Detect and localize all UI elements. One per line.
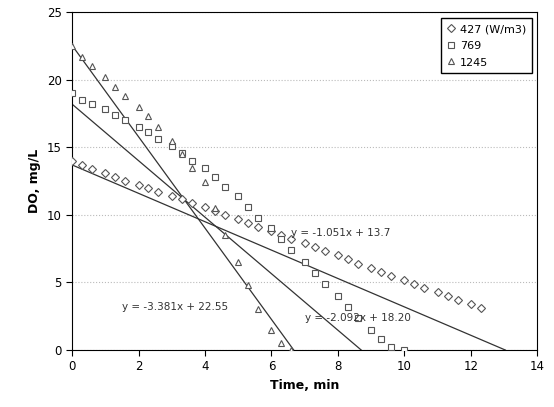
1245 [79,55,85,59]
Text: y = -2.092x + 18.20: y = -2.092x + 18.20 [305,313,411,323]
769 [89,102,95,107]
427 (W/m3) [401,277,408,282]
769 [268,226,275,231]
769 [321,281,328,286]
1245 [268,327,275,332]
769 [69,91,75,96]
427 (W/m3) [454,298,461,302]
427 (W/m3) [444,293,451,298]
769 [188,158,195,163]
1245 [122,94,129,98]
427 (W/m3) [168,194,175,199]
1245 [235,260,242,265]
1245 [102,74,109,79]
769 [178,150,185,155]
Legend: 427 (W/m3), 769, 1245: 427 (W/m3), 769, 1245 [441,18,532,73]
427 (W/m3) [378,269,384,274]
Line: 769: 769 [69,90,407,353]
1245 [202,180,208,185]
427 (W/m3) [468,302,474,306]
427 (W/m3) [355,261,361,266]
Y-axis label: DO, mg/L: DO, mg/L [28,149,41,213]
1245 [145,114,152,119]
427 (W/m3) [388,273,394,278]
Text: y = -3.381x + 22.55: y = -3.381x + 22.55 [122,302,228,312]
769 [212,175,218,179]
1245 [245,283,252,288]
769 [235,194,242,199]
1245 [168,138,175,143]
427 (W/m3) [112,175,119,179]
769 [168,144,175,149]
427 (W/m3) [255,225,261,230]
769 [135,125,142,129]
427 (W/m3) [122,179,129,184]
427 (W/m3) [212,208,218,213]
1245 [89,64,95,69]
769 [278,237,285,242]
769 [378,337,384,341]
1245 [178,152,185,157]
1245 [188,165,195,170]
427 (W/m3) [89,166,95,171]
769 [145,130,152,135]
1245 [222,233,228,238]
427 (W/m3) [268,229,275,234]
769 [388,345,394,350]
769 [345,304,351,309]
1245 [135,104,142,109]
427 (W/m3) [345,257,351,262]
427 (W/m3) [135,183,142,188]
1245 [155,125,162,129]
427 (W/m3) [434,289,441,294]
427 (W/m3) [368,265,375,270]
427 (W/m3) [222,212,228,217]
427 (W/m3) [188,200,195,205]
769 [222,184,228,189]
769 [311,271,318,276]
1245 [212,206,218,210]
427 (W/m3) [69,158,75,163]
427 (W/m3) [421,285,428,290]
769 [301,260,308,265]
X-axis label: Time, min: Time, min [270,379,340,392]
427 (W/m3) [155,190,162,195]
427 (W/m3) [235,217,242,221]
769 [335,293,341,298]
427 (W/m3) [321,249,328,254]
769 [202,165,208,170]
427 (W/m3) [335,253,341,258]
769 [122,118,129,123]
Text: y = -1.051x + 13.7: y = -1.051x + 13.7 [291,228,391,238]
427 (W/m3) [145,186,152,190]
769 [368,327,375,332]
Line: 427 (W/m3): 427 (W/m3) [69,158,484,311]
427 (W/m3) [288,237,295,242]
427 (W/m3) [102,171,109,175]
769 [155,137,162,142]
769 [112,112,119,117]
1245 [255,307,261,312]
769 [355,315,361,320]
Line: 1245: 1245 [69,43,294,353]
769 [79,98,85,103]
427 (W/m3) [311,245,318,250]
427 (W/m3) [245,221,252,225]
427 (W/m3) [278,233,285,238]
1245 [278,341,285,346]
427 (W/m3) [79,162,85,167]
769 [245,204,252,209]
1245 [112,84,119,89]
769 [102,107,109,112]
427 (W/m3) [301,241,308,246]
1245 [288,348,295,352]
769 [255,215,261,220]
769 [401,348,408,352]
427 (W/m3) [411,281,418,286]
1245 [69,44,75,48]
769 [288,247,295,252]
427 (W/m3) [202,204,208,209]
427 (W/m3) [178,196,185,201]
427 (W/m3) [478,306,484,311]
